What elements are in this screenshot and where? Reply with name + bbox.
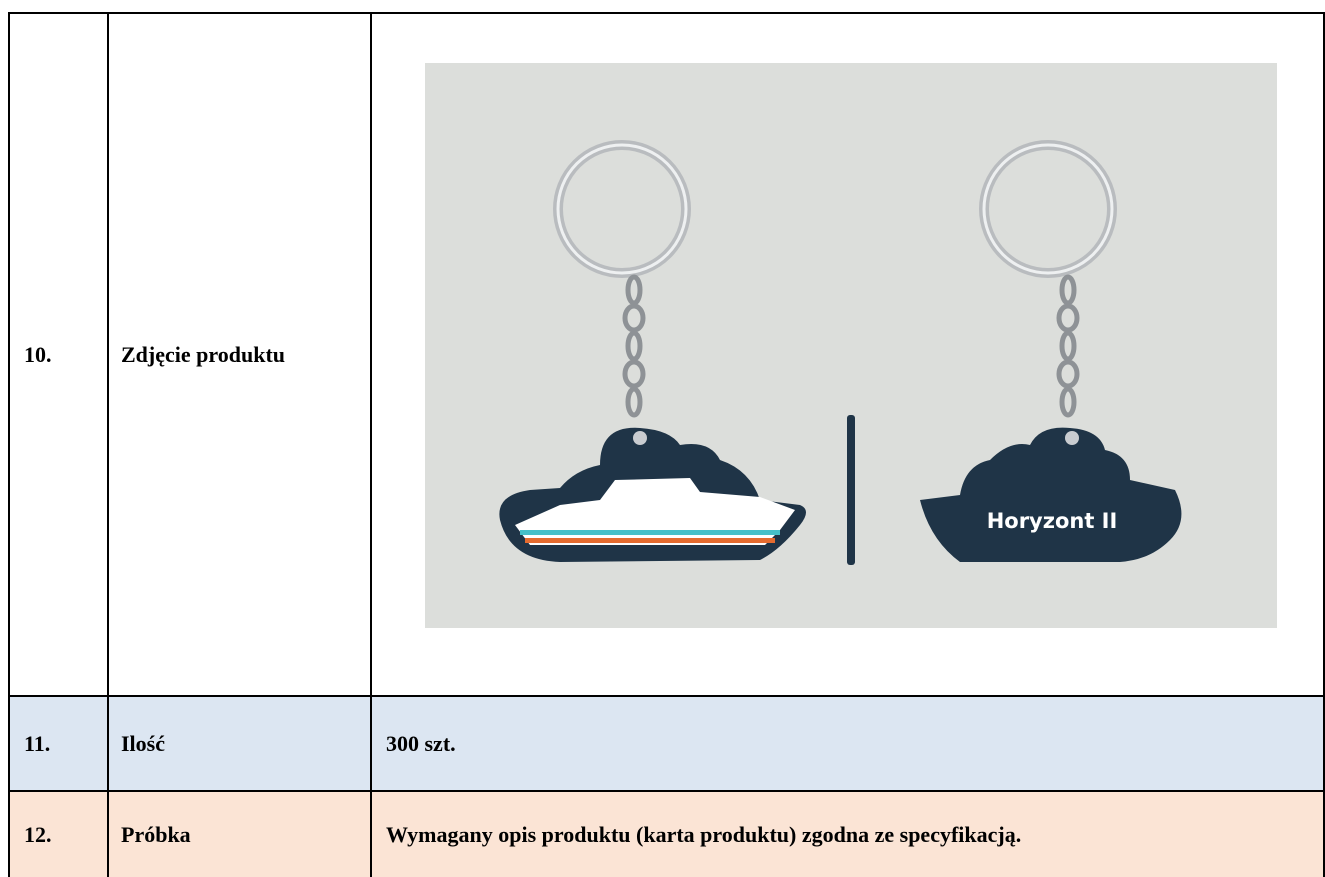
row-label: Próbka [121,821,191,847]
cell: 300 szt. [370,695,1325,790]
row-number: 12. [24,821,52,847]
image-label: Horyzont II [987,509,1118,533]
cell: Ilość [107,695,370,790]
keychain-front [499,140,806,562]
cell: Zdjęcie produktu [107,12,370,695]
cell: Próbka [107,790,370,877]
cell: 10. [8,12,107,695]
keychain-back [920,140,1182,562]
cell: Wymagany opis produktu (karta produktu) … [370,790,1325,877]
product-photo: Horyzont II [425,63,1277,628]
row-number: 11. [24,730,51,756]
keychain-side [847,415,855,565]
row-value: 300 szt. [386,730,456,756]
cell: 11. [8,695,107,790]
row-number: 10. [24,341,52,367]
cell: Horyzont II [370,12,1325,695]
row-label: Zdjęcie produktu [121,341,286,367]
row-value: Wymagany opis produktu (karta produktu) … [386,821,1022,847]
cell: 12. [8,790,107,877]
row-label: Ilość [121,730,165,756]
